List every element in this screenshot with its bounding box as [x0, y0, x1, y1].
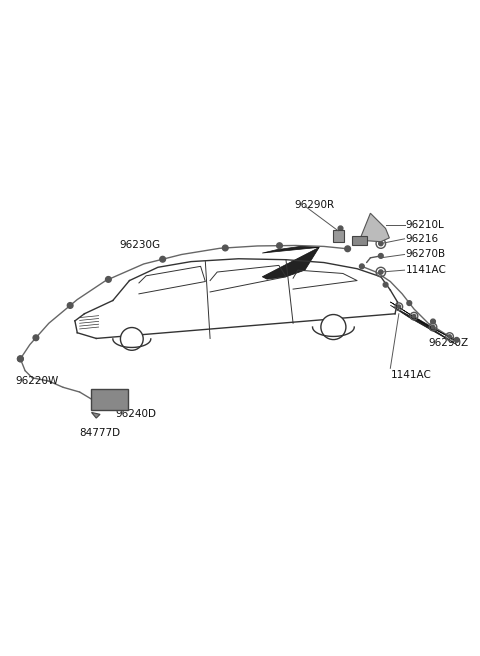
FancyBboxPatch shape	[334, 230, 344, 241]
Circle shape	[17, 356, 23, 361]
Circle shape	[407, 300, 412, 306]
Circle shape	[33, 335, 39, 340]
Circle shape	[412, 314, 416, 318]
Text: 96210L: 96210L	[406, 220, 444, 230]
Circle shape	[67, 302, 73, 308]
Text: 96216: 96216	[406, 234, 439, 244]
Circle shape	[448, 335, 451, 338]
Text: 84777D: 84777D	[80, 428, 121, 438]
Circle shape	[120, 327, 143, 350]
Circle shape	[455, 337, 459, 342]
Text: 96290R: 96290R	[295, 199, 335, 210]
Text: 96240D: 96240D	[115, 409, 156, 419]
Circle shape	[379, 241, 383, 246]
Circle shape	[397, 305, 400, 308]
Circle shape	[106, 277, 111, 282]
Circle shape	[378, 253, 383, 258]
FancyBboxPatch shape	[91, 389, 128, 409]
Text: 1141AC: 1141AC	[406, 265, 446, 275]
Circle shape	[276, 243, 282, 249]
Circle shape	[160, 256, 166, 262]
Circle shape	[383, 282, 388, 287]
Polygon shape	[262, 247, 319, 279]
FancyBboxPatch shape	[352, 236, 367, 245]
Circle shape	[431, 319, 435, 324]
Polygon shape	[92, 413, 100, 418]
Circle shape	[321, 314, 346, 340]
Circle shape	[432, 325, 435, 329]
Circle shape	[379, 270, 383, 274]
Polygon shape	[390, 302, 456, 344]
Circle shape	[345, 246, 350, 252]
Text: 96220W: 96220W	[16, 376, 59, 386]
Text: 1141AC: 1141AC	[390, 371, 431, 380]
Text: 96290Z: 96290Z	[428, 338, 468, 348]
Circle shape	[360, 264, 364, 269]
Circle shape	[338, 226, 343, 231]
Polygon shape	[360, 213, 389, 241]
Text: 96270B: 96270B	[406, 249, 445, 260]
Circle shape	[222, 245, 228, 251]
Circle shape	[17, 356, 23, 361]
Text: 96230G: 96230G	[119, 240, 160, 250]
